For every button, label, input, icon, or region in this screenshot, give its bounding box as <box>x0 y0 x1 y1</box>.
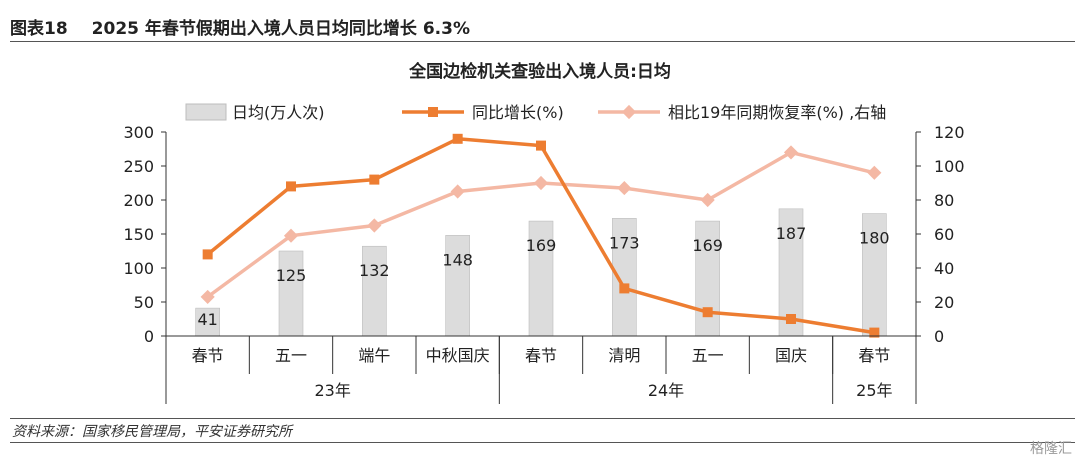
legend-label: 同比增长(%) <box>472 103 564 122</box>
bar-data-label: 187 <box>776 224 807 243</box>
bar <box>278 250 304 337</box>
legend-swatch-marker <box>621 104 637 120</box>
bar-data-label: 180 <box>859 229 890 248</box>
legend-label: 日均(万人次) <box>232 103 325 122</box>
recovery-rate-point <box>700 192 715 208</box>
recovery-rate-point <box>283 228 299 243</box>
yoy-growth-point <box>702 307 713 318</box>
recovery-rate-point <box>617 181 632 196</box>
bar-data-label: 125 <box>276 266 307 285</box>
yoy-growth-point <box>286 181 296 192</box>
yoy-growth-point <box>536 140 546 151</box>
year-group-label: 25年 <box>856 381 892 400</box>
yoy-growth-point <box>786 314 796 324</box>
x-tick-label: 五一 <box>692 346 724 365</box>
x-axis: 春节 五一 端午 中秋国庆 春节 清明 五一 国庆 春节 23年 24年 25年 <box>165 335 917 404</box>
legend-swatch-marker <box>428 107 438 117</box>
y-right-tick-label: 40 <box>934 259 954 278</box>
bar <box>528 220 554 337</box>
yoy-growth-point <box>619 283 630 294</box>
bar-data-label: 41 <box>197 310 217 329</box>
y-right-tick-label: 80 <box>934 191 954 210</box>
x-tick-label: 中秋国庆 <box>426 346 490 365</box>
line-series <box>200 133 882 338</box>
bar <box>862 213 887 337</box>
y-left-tick-label: 200 <box>123 191 154 210</box>
y-right-tick-label: 20 <box>934 293 954 312</box>
recovery-rate-point <box>450 184 465 199</box>
x-tick-label: 五一 <box>275 346 307 365</box>
y-right-tick-label: 120 <box>934 123 965 142</box>
y-right-tick-label: 0 <box>934 327 944 346</box>
figure-label: 图表18 <box>10 19 68 39</box>
y-left-tick-label: 150 <box>123 225 154 244</box>
x-tick-label: 国庆 <box>775 346 807 365</box>
year-group-label: 24年 <box>648 381 684 400</box>
y-right-tick-label: 100 <box>934 157 965 176</box>
source-rule <box>10 418 1075 419</box>
recovery-rate-point <box>367 218 382 233</box>
x-tick-label: 端午 <box>358 346 390 365</box>
y-left-tick-label: 300 <box>123 123 154 142</box>
yoy-growth-point <box>369 174 380 185</box>
bar-series: 41 125 132 148 169 173 169 187 180 <box>195 208 890 337</box>
figure-title: 2025 年春节假期出入境人员日均同比增长 6.3% <box>91 19 470 39</box>
bar-data-label: 148 <box>442 250 473 269</box>
source-note: 资料来源：国家移民管理局，平安证券研究所 <box>12 424 292 440</box>
x-tick-label: 春节 <box>525 346 557 365</box>
year-group-label: 23年 <box>314 381 350 400</box>
legend: 日均(万人次) 同比增长(%) 相比19年同期恢复率(%) ,右轴 <box>185 103 886 122</box>
axes: 0 50 100 150 200 250 300 0 20 40 60 80 100 120 <box>123 123 964 346</box>
y-left-tick-label: 100 <box>123 259 154 278</box>
y-left-tick-label: 250 <box>123 157 154 176</box>
recovery-rate-point <box>533 175 549 191</box>
bottom-rule <box>10 442 1075 443</box>
x-tick-label: 春节 <box>858 346 890 365</box>
figure-header: 图表18 2025 年春节假期出入境人员日均同比增长 6.3% <box>10 14 470 39</box>
x-tick-label: 清明 <box>608 346 640 365</box>
yoy-growth-point <box>869 327 880 338</box>
yoy-growth-point <box>202 249 213 260</box>
x-tick-label: 春节 <box>192 346 224 365</box>
bar <box>445 235 470 337</box>
y-left-tick-label: 0 <box>144 327 154 346</box>
bar-data-label: 173 <box>609 233 640 252</box>
recovery-rate-point <box>867 165 882 180</box>
bar <box>362 245 387 337</box>
legend-swatch-bar <box>185 103 227 121</box>
yoy-growth-point <box>452 133 463 144</box>
watermark: 格隆汇 <box>1030 441 1072 457</box>
bar-data-label: 169 <box>692 236 723 255</box>
y-right-tick-label: 60 <box>934 225 954 244</box>
y-left-tick-label: 50 <box>134 293 154 312</box>
recovery-rate-point <box>200 289 215 304</box>
bar-data-label: 132 <box>359 261 390 280</box>
legend-label: 相比19年同期恢复率(%) ,右轴 <box>668 103 886 122</box>
bar-data-label: 169 <box>526 236 557 255</box>
header-rule <box>10 41 1075 42</box>
bar <box>195 307 220 337</box>
recovery-rate-point <box>783 145 799 160</box>
chart-title: 全国边检机关查验出入境人员:日均 <box>408 61 671 82</box>
